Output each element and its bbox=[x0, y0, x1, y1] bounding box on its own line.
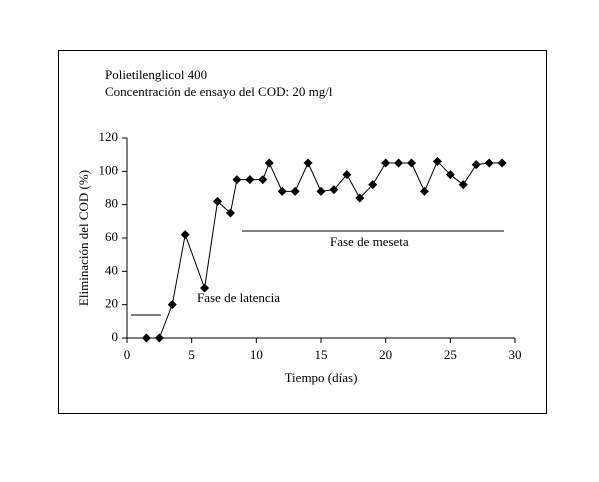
x-tick-label: 15 bbox=[315, 347, 328, 362]
data-point bbox=[167, 300, 177, 310]
data-point bbox=[342, 170, 352, 180]
data-point bbox=[264, 158, 274, 168]
data-point bbox=[445, 170, 455, 180]
data-point bbox=[141, 333, 151, 343]
data-point bbox=[355, 193, 365, 203]
data-point bbox=[213, 196, 223, 206]
frame bbox=[58, 50, 547, 414]
data-point bbox=[329, 185, 339, 195]
x-axis-label: Tiempo (días) bbox=[285, 370, 358, 385]
data-line bbox=[146, 160, 503, 339]
x-tick-label: 30 bbox=[509, 347, 522, 362]
data-point bbox=[180, 230, 190, 240]
data-point bbox=[419, 186, 429, 196]
annotation: Fase de meseta bbox=[330, 234, 409, 249]
data-point bbox=[245, 175, 255, 185]
chart-title: Polietilenglicol 400 bbox=[105, 67, 207, 82]
data-point bbox=[154, 333, 164, 343]
x-tick-label: 0 bbox=[124, 347, 131, 362]
data-point bbox=[303, 158, 313, 168]
data-point bbox=[394, 158, 404, 168]
y-tick-label: 60 bbox=[105, 229, 118, 244]
data-point bbox=[258, 175, 268, 185]
data-point bbox=[381, 158, 391, 168]
y-tick-label: 120 bbox=[99, 129, 119, 144]
data-point bbox=[484, 158, 494, 168]
data-point bbox=[368, 180, 378, 190]
data-point bbox=[497, 158, 507, 168]
data-point bbox=[407, 158, 417, 168]
y-tick-label: 20 bbox=[105, 296, 118, 311]
x-tick-label: 5 bbox=[188, 347, 195, 362]
data-point bbox=[471, 160, 481, 170]
data-point bbox=[290, 186, 300, 196]
data-point bbox=[225, 208, 235, 218]
x-tick-label: 10 bbox=[250, 347, 263, 362]
annotation: Fase de latencia bbox=[197, 290, 280, 305]
x-tick-label: 25 bbox=[444, 347, 457, 362]
data-point bbox=[432, 156, 442, 166]
y-tick-label: 40 bbox=[105, 262, 118, 277]
y-tick-label: 100 bbox=[99, 162, 119, 177]
data-point bbox=[200, 283, 210, 293]
data-point bbox=[277, 186, 287, 196]
y-tick-label: 80 bbox=[105, 196, 118, 211]
y-axis-label: Eliminación del COD (%) bbox=[76, 170, 91, 306]
data-point bbox=[232, 175, 242, 185]
chart-subtitle: Concentración de ensayo del COD: 20 mg/l bbox=[105, 84, 333, 99]
y-tick-label: 0 bbox=[112, 329, 119, 344]
x-tick-label: 20 bbox=[379, 347, 392, 362]
data-point bbox=[458, 180, 468, 190]
data-point bbox=[316, 186, 326, 196]
